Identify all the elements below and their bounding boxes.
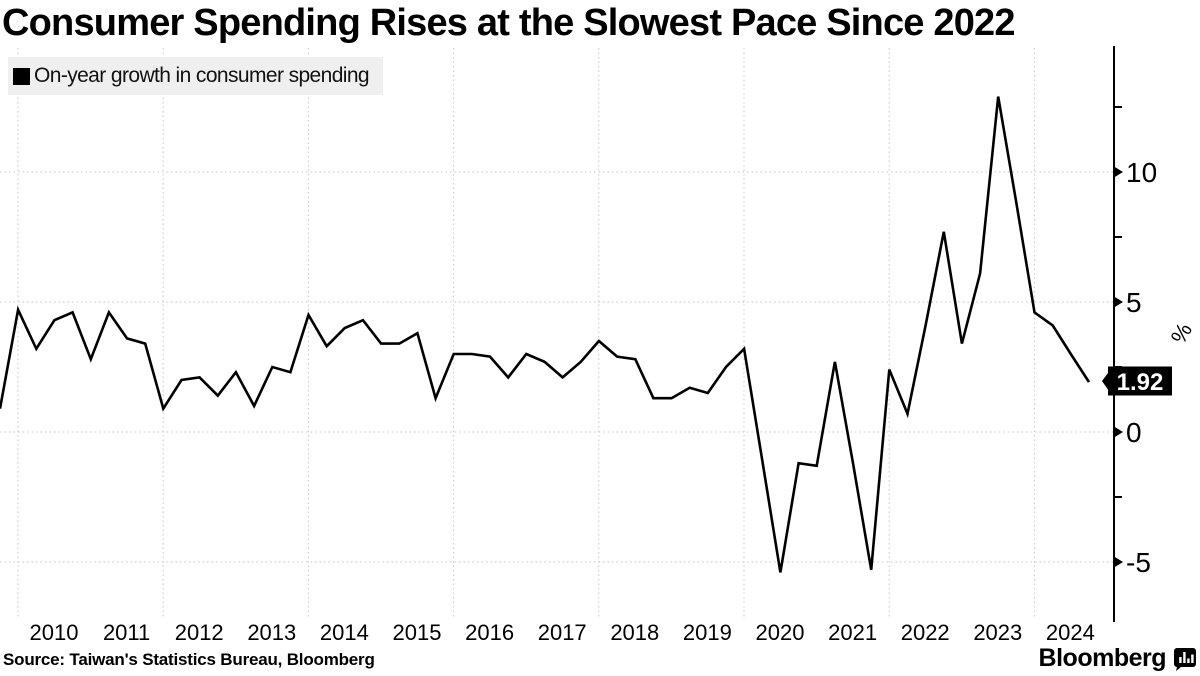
x-year-label: 2015 <box>393 620 442 645</box>
bloomberg-logo: Bloomberg <box>1039 644 1197 673</box>
x-year-label: 2019 <box>683 620 732 645</box>
x-year-label: 2021 <box>828 620 877 645</box>
y-tick-arrow-icon <box>1114 556 1123 568</box>
x-year-label: 2010 <box>30 620 79 645</box>
x-year-label: 2017 <box>538 620 587 645</box>
y-tick-arrow-icon <box>1114 166 1123 178</box>
y-tick-label: 0 <box>1126 417 1142 448</box>
y-tick-label: -5 <box>1126 547 1151 578</box>
x-year-label: 2016 <box>465 620 514 645</box>
y-tick-label: 10 <box>1126 157 1157 188</box>
chart-title: Consumer Spending Rises at the Slowest P… <box>2 2 1016 44</box>
x-year-label: 2020 <box>756 620 805 645</box>
source-line: Source: Taiwan's Statistics Bureau, Bloo… <box>3 650 375 669</box>
x-year-label: 2023 <box>973 620 1022 645</box>
x-year-label: 2018 <box>610 620 659 645</box>
bloomberg-terminal-bars-icon <box>1173 647 1197 671</box>
legend-swatch-icon <box>13 67 30 85</box>
legend: On-year growth in consumer spending <box>8 57 384 95</box>
consumer-spending-line <box>0 96 1091 573</box>
y-tick-label: 5 <box>1126 287 1142 318</box>
x-year-label: 2022 <box>901 620 950 645</box>
last-value-label: 1.92 <box>1117 369 1164 396</box>
x-year-label: 2014 <box>320 620 369 645</box>
y-tick-arrow-icon <box>1114 426 1123 438</box>
x-year-label: 2011 <box>103 620 150 645</box>
bloomberg-logo-text: Bloomberg <box>1038 644 1167 672</box>
x-year-label: 2012 <box>175 620 224 645</box>
legend-label: On-year growth in consumer spending <box>34 64 370 87</box>
x-year-label: 2024 <box>1046 620 1095 645</box>
y-tick-arrow-icon <box>1114 296 1123 308</box>
x-year-label: 2013 <box>247 620 296 645</box>
y-axis-unit-label: % <box>1166 319 1197 348</box>
last-value-tag <box>1108 366 1172 396</box>
